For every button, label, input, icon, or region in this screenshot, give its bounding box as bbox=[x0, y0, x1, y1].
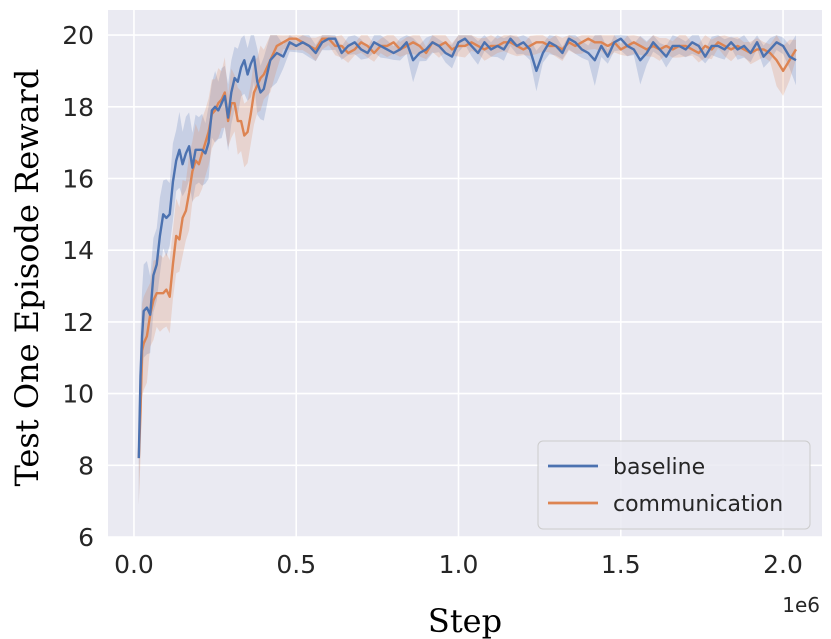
legend: baseline communication bbox=[537, 440, 811, 530]
legend-label-communication: communication bbox=[613, 492, 783, 517]
series-lines bbox=[137, 37, 798, 459]
y-tick-label: 20 bbox=[62, 21, 94, 50]
x-tick-label: 1.5 bbox=[601, 550, 641, 579]
x-tick-label: 0.0 bbox=[114, 550, 154, 579]
y-tick-label: 8 bbox=[78, 451, 94, 480]
x-tick-label: 0.5 bbox=[276, 550, 316, 579]
x-tick-label: 1.0 bbox=[439, 550, 479, 579]
y-axis-title: Test One Episode Reward bbox=[8, 69, 46, 487]
legend-label-baseline: baseline bbox=[613, 455, 705, 480]
y-tick-label: 12 bbox=[62, 308, 94, 337]
y-tick-label: 6 bbox=[78, 523, 94, 552]
legend-box bbox=[537, 440, 811, 530]
grid-lines bbox=[108, 10, 822, 538]
x-offset-label: 1e6 bbox=[782, 593, 820, 617]
tick-labels: 6 8 10 12 14 16 18 20 0.0 0.5 1.0 1.5 2.0 bbox=[62, 21, 803, 579]
y-tick-label: 18 bbox=[62, 93, 94, 122]
series-line-baseline bbox=[137, 37, 797, 459]
x-tick-label: 2.0 bbox=[763, 550, 803, 579]
y-tick-label: 10 bbox=[62, 380, 94, 409]
x-axis-title: Step bbox=[428, 602, 502, 639]
y-tick-label: 16 bbox=[62, 164, 94, 193]
y-tick-label: 14 bbox=[62, 236, 94, 265]
